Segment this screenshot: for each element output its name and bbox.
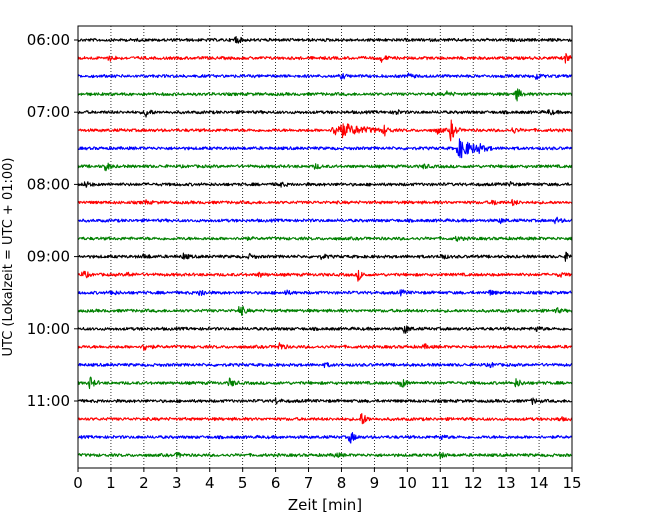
y-tick-label: 10:00: [27, 320, 70, 338]
trace-1115: [77, 412, 573, 425]
x-tick-label: 2: [139, 474, 149, 492]
x-tick-label: 12: [464, 474, 483, 492]
trace-0645: [77, 88, 573, 102]
x-tick-label: 5: [238, 474, 248, 492]
plot-frame: [77, 25, 573, 469]
x-tick-label: 0: [73, 474, 83, 492]
y-tick-label: 09:00: [27, 248, 70, 266]
x-tick-label: 13: [497, 474, 516, 492]
x-tick-label: 7: [304, 474, 314, 492]
seismogram-traces: [77, 36, 573, 460]
x-tick-label: 8: [337, 474, 347, 492]
trace-1030: [77, 361, 573, 369]
trace-0930: [77, 289, 573, 297]
y-axis-label: UTC (Lokalzeit = UTC + 01:00): [1, 158, 16, 357]
trace-0830: [77, 216, 573, 225]
trace-0815: [77, 198, 573, 207]
trace-0945: [77, 306, 573, 316]
trace-0730: [77, 138, 573, 159]
x-tick-label: 15: [562, 474, 581, 492]
x-tick-label: 3: [172, 474, 182, 492]
x-tick-label: 6: [271, 474, 281, 492]
trace-0700: [77, 109, 573, 118]
trace-1130: [77, 432, 573, 444]
x-tick-label: 9: [370, 474, 380, 492]
x-axis-ticks: 0 1 2 3 4 5 6 7 8 9 10 11 12 13 14 15: [73, 468, 582, 492]
trace-0615: [77, 52, 573, 64]
x-tick-label: 11: [431, 474, 450, 492]
y-tick-label: 07:00: [27, 103, 70, 121]
x-tick-label: 10: [398, 474, 417, 492]
trace-0800: [77, 181, 573, 188]
y-axis-ticks: 06:00 07:00 08:00 09:00 10:00 11:00: [27, 31, 78, 410]
y-tick-label: 08:00: [27, 175, 70, 193]
trace-0600: [77, 36, 573, 44]
x-tick-label: 1: [106, 474, 116, 492]
trace-1045: [77, 376, 573, 390]
trace-0745: [77, 162, 573, 172]
trace-0915: [77, 269, 572, 282]
trace-1100: [77, 397, 573, 406]
trace-0715: [77, 119, 573, 142]
trace-1145: [77, 451, 573, 460]
trace-1000: [77, 325, 573, 334]
y-tick-label: 06:00: [27, 31, 70, 49]
x-axis-label: Zeit [min]: [288, 496, 362, 514]
trace-0900: [77, 251, 573, 262]
y-tick-label: 11:00: [27, 392, 70, 410]
trace-0630: [77, 72, 573, 80]
x-tick-label: 14: [530, 474, 549, 492]
x-tick-label: 4: [205, 474, 215, 492]
trace-1015: [77, 342, 573, 352]
trace-0845: [77, 235, 573, 242]
